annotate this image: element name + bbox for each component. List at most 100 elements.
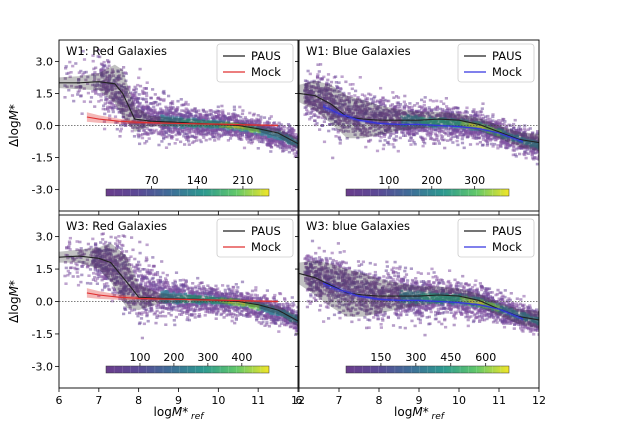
density-cell: [320, 109, 324, 112]
density-cell: [131, 101, 135, 104]
density-cell: [288, 145, 292, 148]
density-cell: [430, 115, 435, 119]
density-cell: [214, 136, 218, 139]
density-cell: [307, 100, 312, 104]
density-cell: [478, 122, 482, 125]
density-cell: [154, 123, 159, 126]
density-cell: [104, 97, 109, 101]
density-cell: [118, 129, 123, 133]
density-cell: [451, 128, 455, 132]
density-cell: [149, 131, 153, 135]
density-cell: [246, 134, 250, 138]
density-cell: [347, 104, 351, 108]
density-cell: [379, 86, 383, 90]
density-cell: [517, 137, 521, 140]
density-cell: [126, 118, 130, 121]
density-cell: [537, 142, 539, 145]
density-cell: [106, 75, 110, 79]
density-cell: [369, 112, 373, 115]
density-cell: [318, 103, 322, 107]
density-cell: [202, 132, 206, 136]
density-cell: [337, 137, 342, 140]
density-cell: [353, 129, 357, 133]
density-cell: [411, 133, 415, 136]
density-cell: [371, 114, 375, 117]
density-cell: [497, 119, 501, 122]
density-cell: [323, 107, 327, 111]
density-cell: [365, 104, 369, 108]
density-cell: [366, 134, 370, 138]
density-cell: [316, 80, 320, 84]
density-cell: [525, 143, 529, 146]
density-cell: [115, 86, 119, 90]
density-cell: [446, 116, 451, 119]
density-cell: [339, 106, 343, 109]
density-cell: [186, 127, 191, 130]
density-cell: [363, 106, 367, 109]
density-cell: [439, 134, 443, 137]
density-cell: [286, 123, 291, 126]
density-cell: [468, 143, 473, 146]
density-cell: [314, 114, 318, 117]
density-cell: [378, 100, 382, 104]
density-cell: [388, 115, 392, 118]
density-cell: [137, 134, 141, 137]
density-cell: [216, 115, 220, 119]
density-cell: [270, 134, 274, 137]
density-cell: [345, 137, 349, 140]
density-cell: [442, 109, 446, 113]
density-cell: [417, 109, 421, 113]
density-cell: [224, 129, 229, 133]
density-cell: [168, 105, 172, 108]
density-cell: [277, 121, 281, 125]
density-cell: [352, 105, 356, 109]
density-cell: [117, 78, 121, 82]
density-cell: [95, 73, 100, 76]
density-cell: [429, 117, 433, 120]
density-cell: [494, 126, 498, 129]
density-cell: [320, 100, 324, 104]
density-cell: [407, 115, 411, 118]
density-cell: [320, 88, 324, 91]
density-cell: [339, 107, 343, 111]
density-cell: [168, 128, 173, 131]
density-cell: [423, 141, 427, 145]
density-cell: [78, 86, 82, 89]
density-cell: [377, 134, 382, 138]
density-cell: [348, 108, 352, 112]
density-cell: [396, 110, 400, 113]
density-cell: [106, 70, 110, 74]
density-cell: [380, 111, 384, 115]
density-cell: [363, 129, 367, 132]
density-cell: [478, 125, 482, 129]
density-cell: [170, 127, 174, 130]
density-cell: [276, 125, 281, 128]
density-cell: [488, 117, 492, 121]
density-cell: [203, 116, 207, 119]
density-cell: [418, 114, 422, 117]
density-cell: [127, 102, 131, 106]
density-cell: [447, 132, 451, 135]
density-cell: [536, 147, 539, 150]
density-cell: [93, 85, 97, 89]
density-cell: [141, 111, 145, 115]
density-cell: [365, 97, 370, 100]
density-cell: [451, 111, 455, 114]
density-cell: [387, 136, 391, 140]
density-cell: [84, 70, 88, 74]
density-cell: [343, 125, 347, 129]
density-cell: [316, 73, 320, 76]
density-cell: [471, 136, 475, 140]
density-cell: [182, 115, 186, 119]
density-cell: [261, 124, 265, 128]
density-cell: [150, 115, 154, 119]
density-cell: [328, 84, 333, 87]
density-cell: [480, 107, 484, 110]
density-cell: [108, 77, 112, 80]
density-cell: [444, 111, 448, 114]
density-cell: [442, 117, 446, 120]
density-cell: [271, 125, 275, 128]
density-cell: [487, 121, 491, 125]
density-cell: [111, 86, 115, 89]
density-cell: [470, 123, 474, 127]
